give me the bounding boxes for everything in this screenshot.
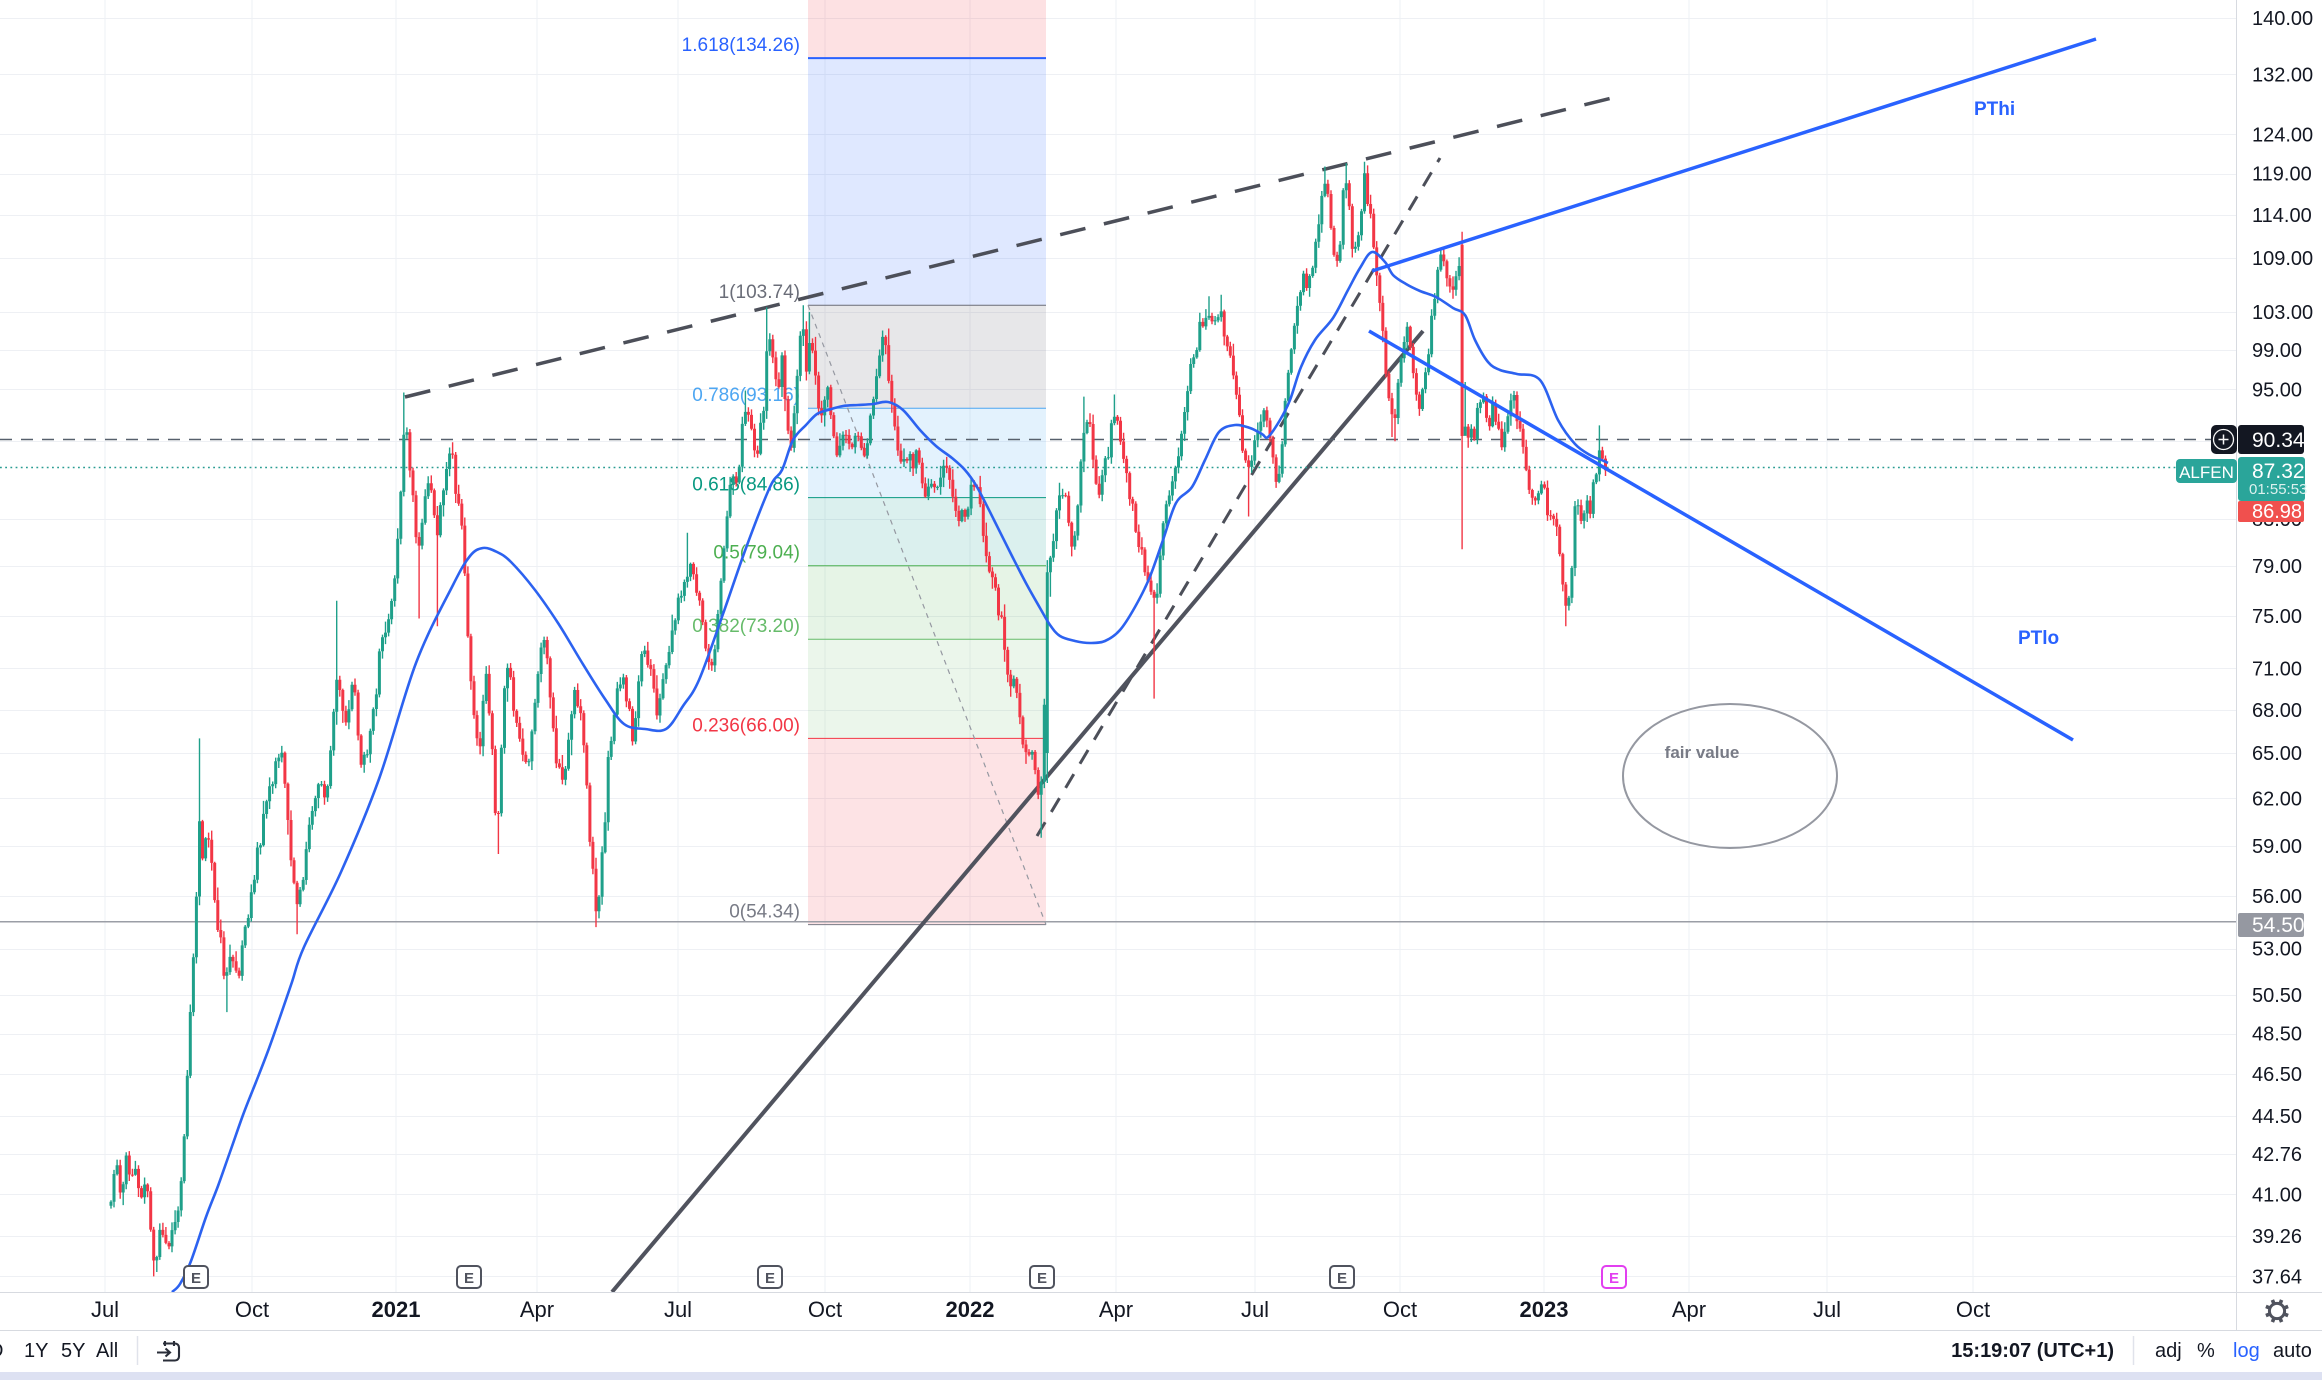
svg-text:44.50: 44.50	[2252, 1106, 2302, 1128]
svg-text:42.76: 42.76	[2252, 1144, 2302, 1166]
svg-text:0.786(93.16): 0.786(93.16)	[692, 385, 800, 406]
svg-text:95.00: 95.00	[2252, 380, 2302, 402]
svg-text:5Y: 5Y	[61, 1340, 85, 1362]
svg-text:65.00: 65.00	[2252, 743, 2302, 765]
svg-text:Apr: Apr	[1099, 1297, 1133, 1322]
svg-text:All: All	[96, 1340, 118, 1362]
svg-text:140.00: 140.00	[2252, 8, 2313, 30]
svg-text:Oct: Oct	[808, 1297, 842, 1322]
svg-text:E: E	[1037, 1270, 1047, 1287]
svg-text:132.00: 132.00	[2252, 64, 2313, 86]
svg-text:E: E	[191, 1270, 201, 1287]
svg-text:1Y: 1Y	[24, 1340, 48, 1362]
svg-text:Oct: Oct	[235, 1297, 269, 1322]
svg-text:87.32: 87.32	[2252, 460, 2305, 483]
svg-text:50.50: 50.50	[2252, 985, 2302, 1007]
svg-text:E: E	[1609, 1270, 1619, 1287]
svg-text:48.50: 48.50	[2252, 1024, 2302, 1046]
svg-text:Apr: Apr	[520, 1297, 554, 1322]
svg-text:log: log	[2233, 1340, 2260, 1362]
svg-text:Jul: Jul	[1241, 1297, 1269, 1322]
svg-text:0.236(66.00): 0.236(66.00)	[692, 715, 800, 736]
svg-text:46.50: 46.50	[2252, 1064, 2302, 1086]
svg-text:0.5(79.04): 0.5(79.04)	[713, 543, 800, 564]
svg-text:79.00: 79.00	[2252, 556, 2302, 578]
svg-text:auto: auto	[2273, 1340, 2312, 1362]
svg-text:86.98: 86.98	[2252, 501, 2302, 523]
svg-text:114.00: 114.00	[2252, 205, 2312, 227]
svg-text:%: %	[2197, 1340, 2215, 1362]
svg-text:2023: 2023	[1520, 1297, 1569, 1322]
svg-text:119.00: 119.00	[2252, 164, 2312, 186]
svg-text:62.00: 62.00	[2252, 788, 2302, 810]
svg-text:71.00: 71.00	[2252, 658, 2302, 680]
svg-text:D: D	[0, 1340, 3, 1362]
svg-text:ALFEN: ALFEN	[2179, 463, 2234, 482]
svg-text:37.64: 37.64	[2252, 1266, 2302, 1288]
svg-text:01:55:53: 01:55:53	[2249, 481, 2307, 498]
svg-text:Jul: Jul	[91, 1297, 119, 1322]
svg-text:fair value: fair value	[1665, 743, 1740, 762]
svg-text:90.34: 90.34	[2252, 429, 2305, 452]
svg-text:54.50: 54.50	[2252, 914, 2305, 937]
svg-text:Jul: Jul	[1813, 1297, 1841, 1322]
svg-text:0(54.34): 0(54.34)	[729, 902, 800, 923]
svg-text:E: E	[1337, 1270, 1347, 1287]
svg-text:1(103.74): 1(103.74)	[719, 282, 800, 303]
svg-text:PTlo: PTlo	[2018, 628, 2059, 649]
svg-text:1.618(134.26): 1.618(134.26)	[682, 35, 800, 56]
svg-text:E: E	[765, 1270, 775, 1287]
svg-text:E: E	[464, 1270, 474, 1287]
svg-text:Oct: Oct	[1956, 1297, 1990, 1322]
svg-text:PThi: PThi	[1974, 99, 2015, 120]
svg-text:15:19:07 (UTC+1): 15:19:07 (UTC+1)	[1951, 1340, 2114, 1362]
svg-text:Oct: Oct	[1383, 1297, 1417, 1322]
svg-text:2021: 2021	[372, 1297, 421, 1322]
svg-text:56.00: 56.00	[2252, 886, 2302, 908]
svg-text:68.00: 68.00	[2252, 700, 2302, 722]
svg-text:124.00: 124.00	[2252, 124, 2313, 146]
svg-text:59.00: 59.00	[2252, 836, 2302, 858]
svg-text:Apr: Apr	[1672, 1297, 1706, 1322]
svg-text:99.00: 99.00	[2252, 340, 2302, 362]
svg-text:0.382(73.20): 0.382(73.20)	[692, 616, 800, 637]
svg-text:103.00: 103.00	[2252, 302, 2313, 324]
svg-text:2022: 2022	[946, 1297, 995, 1322]
svg-text:0.618(84.86): 0.618(84.86)	[692, 475, 800, 496]
svg-text:39.26: 39.26	[2252, 1226, 2302, 1248]
svg-text:109.00: 109.00	[2252, 248, 2313, 270]
svg-text:53.00: 53.00	[2252, 939, 2302, 961]
svg-text:Jul: Jul	[664, 1297, 692, 1322]
svg-text:adj: adj	[2155, 1340, 2182, 1362]
svg-text:41.00: 41.00	[2252, 1185, 2302, 1207]
svg-text:75.00: 75.00	[2252, 606, 2302, 628]
